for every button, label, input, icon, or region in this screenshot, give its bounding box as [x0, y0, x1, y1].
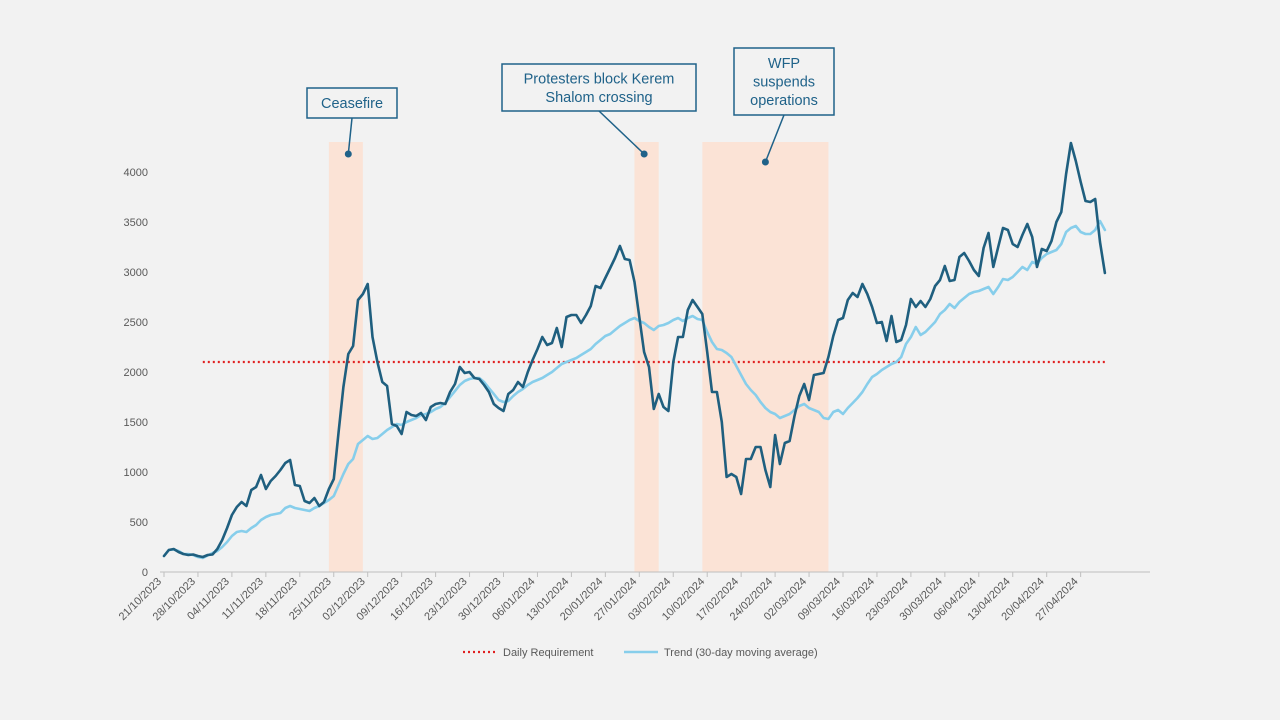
callout-text-2: suspends	[753, 75, 815, 91]
callout-leader-0	[347, 117, 353, 155]
y-tick-label: 3500	[124, 217, 148, 229]
callout-anchor-dot-2	[761, 158, 769, 166]
callout-text-1: Shalom crossing	[545, 90, 652, 106]
annotations: Ceasefire Protesters block Kerem Shalom cr…	[306, 47, 835, 166]
callout-anchor-dot-1	[640, 150, 648, 158]
shaded-period-0	[328, 142, 363, 572]
callout-leader-1	[598, 110, 645, 155]
y-tick-label: 500	[130, 517, 148, 529]
callout-box-1	[501, 63, 697, 112]
axes: 0500100015002000250030003500400021/10/20…	[117, 167, 1150, 623]
callout-text-0: Ceasefire	[321, 96, 383, 112]
callout-text-2: WFP	[768, 56, 800, 72]
legend-label-trend: Trend (30-day moving average)	[664, 647, 818, 659]
callout-text-2: operations	[750, 93, 818, 109]
callout-text-1: Protesters block Kerem	[524, 71, 675, 87]
y-tick-label: 1500	[124, 417, 148, 429]
callout-anchor-dot-0	[344, 150, 352, 158]
callout-leader-2	[764, 114, 785, 163]
y-tick-label: 4000	[124, 167, 148, 179]
series	[162, 141, 1107, 560]
y-tick-label: 0	[142, 567, 148, 579]
y-tick-label: 2500	[124, 317, 148, 329]
callout-box-2	[733, 47, 835, 116]
y-tick-label: 3000	[124, 267, 148, 279]
series-line-daily	[162, 141, 1107, 559]
y-tick-label: 2000	[124, 367, 148, 379]
y-tick-label: 1000	[124, 467, 148, 479]
legend: Daily Requirement Trend (30-day moving av…	[463, 647, 818, 659]
legend-label-requirement: Daily Requirement	[503, 647, 593, 659]
shaded-period-2	[702, 142, 829, 572]
callout-box-0	[306, 87, 398, 119]
